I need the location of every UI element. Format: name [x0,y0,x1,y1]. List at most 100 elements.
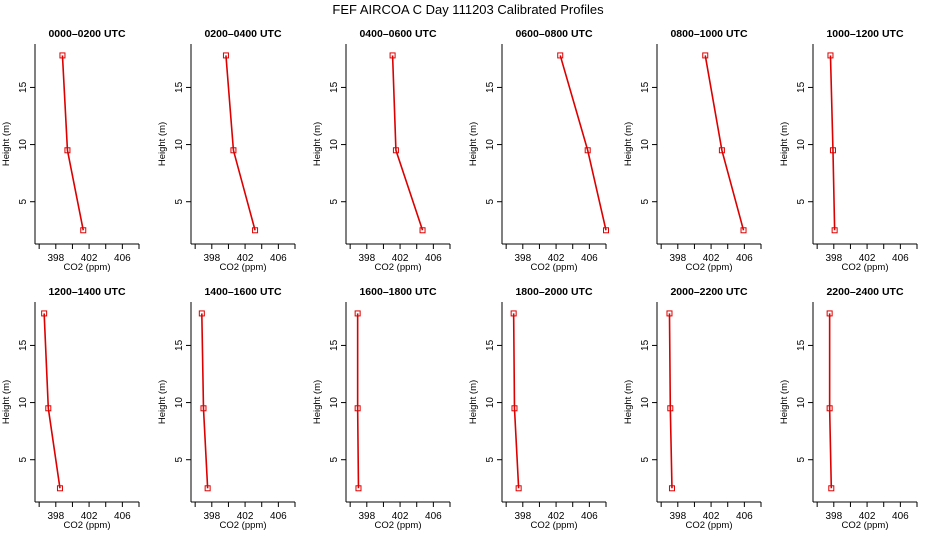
data-point [828,485,835,492]
data-point [668,485,675,492]
x-tick-label: 402 [81,253,98,264]
y-axis-label: Height (m) [1,122,12,166]
data-point [718,147,725,154]
x-tick-label: 398 [825,253,842,264]
y-tick-label: 15 [329,339,340,351]
x-tick-label: 406 [425,253,442,264]
profile-line [61,55,85,231]
x-axis-label: CO2 (ppm) [220,520,267,531]
x-tick-label: 402 [392,511,409,522]
data-point [515,485,522,492]
profile-panel: 2000–2200 UTC 398 402 406 5 10 15 CO2 (ppm) Heig… [623,286,762,531]
x-tick-label: 398 [203,253,220,264]
x-tick-label: 406 [114,253,131,264]
x-axis-label: CO2 (ppm) [686,520,733,531]
y-tick-label: 10 [796,139,807,151]
profile-line [512,313,520,489]
x-axis-label: CO2 (ppm) [220,262,267,273]
data-point [355,485,362,492]
y-tick-label: 15 [174,81,185,93]
data-point [827,52,834,59]
data-point [702,52,709,59]
panel-title: 1400–1600 UTC [204,286,281,298]
x-tick-label: 398 [203,511,220,522]
x-tick-label: 402 [237,253,254,264]
y-axis-label: Height (m) [312,122,323,166]
profile-panel: 2200–2400 UTC 398 402 406 5 10 15 CO2 (ppm) Heig… [779,286,918,531]
profile-panel: 0400–0600 UTC 398 402 406 5 10 15 CO2 (ppm) Heig… [312,28,451,273]
x-tick-label: 402 [703,253,720,264]
x-axis-label: CO2 (ppm) [531,262,578,273]
panel-title: 0000–0200 UTC [48,28,125,40]
profile-panel: 1000–1200 UTC 398 402 406 5 10 15 CO2 (ppm) Heig… [779,28,918,273]
data-point [826,310,833,317]
x-tick-label: 402 [548,511,565,522]
y-tick-label: 10 [329,397,340,409]
profile-panel: 1600–1800 UTC 398 402 406 5 10 15 CO2 (ppm) Heig… [312,286,451,531]
profile-panel: 0800–1000 UTC 398 402 406 5 10 15 CO2 (ppm) Heig… [623,28,762,273]
data-point [829,147,836,154]
y-tick-label: 5 [329,198,340,204]
profile-panel: 1200–1400 UTC 398 402 406 5 10 15 CO2 (ppm) Heig… [1,286,140,531]
y-tick-label: 10 [640,139,651,151]
y-tick-label: 10 [485,139,496,151]
x-tick-label: 398 [47,511,64,522]
x-axis-label: CO2 (ppm) [842,262,889,273]
x-tick-label: 406 [581,511,598,522]
x-axis-label: CO2 (ppm) [686,262,733,273]
data-point [41,310,48,317]
y-tick-label: 5 [640,456,651,462]
data-point [740,227,747,234]
panel-title: 0800–1000 UTC [670,28,747,40]
data-point [392,147,399,154]
panel-grid: 0000–0200 UTC 398 402 406 5 10 15 CO2 (ppm) Heig… [1,28,918,531]
x-tick-label: 398 [47,253,64,264]
data-point [826,405,833,412]
y-tick-label: 15 [640,339,651,351]
y-tick-label: 15 [796,81,807,93]
y-axis-label: Height (m) [779,122,790,166]
data-point [389,52,396,59]
panel-title: 0600–0800 UTC [515,28,592,40]
x-tick-label: 406 [425,511,442,522]
x-tick-label: 406 [736,253,753,264]
data-point [831,227,838,234]
data-point [252,227,259,234]
x-tick-label: 402 [392,253,409,264]
data-point [230,147,237,154]
y-tick-label: 10 [18,139,29,151]
y-axis-label: Height (m) [779,380,790,424]
x-tick-label: 406 [892,511,909,522]
y-tick-label: 15 [485,339,496,351]
x-axis-label: CO2 (ppm) [64,262,111,273]
x-tick-label: 398 [825,511,842,522]
profile-panel: 0000–0200 UTC 398 402 406 5 10 15 CO2 (ppm) Heig… [1,28,140,273]
panel-title: 0400–0600 UTC [359,28,436,40]
data-point [584,147,591,154]
figure-title: FEF AIRCOA C Day 111203 Calibrated Profi… [332,2,604,17]
data-point [511,405,518,412]
y-tick-label: 10 [174,139,185,151]
profile-line [828,313,833,489]
y-tick-label: 15 [796,339,807,351]
y-tick-label: 5 [329,456,340,462]
y-axis-label: Height (m) [623,122,634,166]
y-tick-label: 5 [796,198,807,204]
x-axis-label: CO2 (ppm) [375,520,422,531]
x-tick-label: 402 [237,511,254,522]
data-point [59,52,66,59]
panel-title: 2000–2200 UTC [670,286,747,298]
x-tick-label: 398 [514,253,531,264]
data-point [510,310,517,317]
x-tick-label: 406 [736,511,753,522]
y-tick-label: 5 [640,198,651,204]
y-tick-label: 15 [640,81,651,93]
x-tick-label: 402 [81,511,98,522]
x-tick-label: 398 [669,511,686,522]
x-tick-label: 406 [581,253,598,264]
data-point [45,405,52,412]
y-axis-label: Height (m) [157,380,168,424]
y-tick-label: 15 [174,339,185,351]
